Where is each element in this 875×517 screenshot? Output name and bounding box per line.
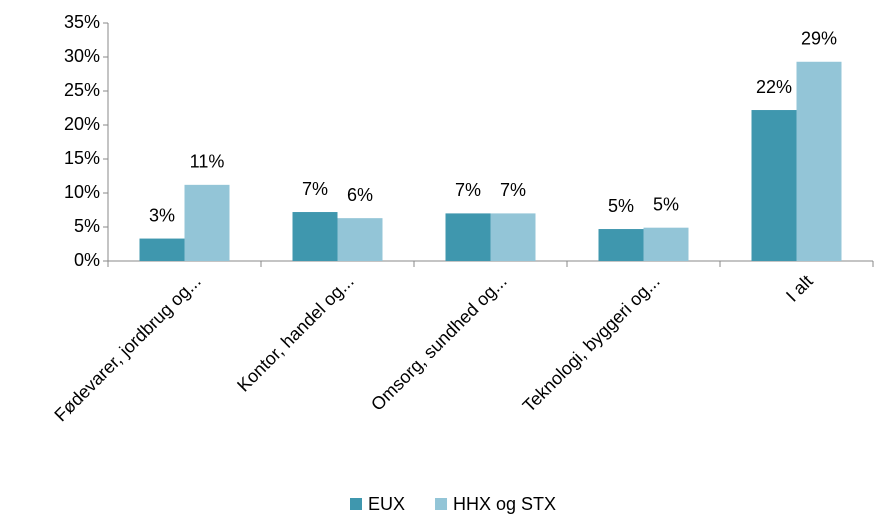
x-tick-label: Teknologi, byggeri og... xyxy=(519,271,664,416)
bar xyxy=(184,184,230,261)
bar xyxy=(445,213,491,261)
value-label: 5% xyxy=(608,196,634,216)
value-label: 3% xyxy=(149,205,175,225)
x-tick-label: Fødevarer, jordbrug og... xyxy=(50,271,204,425)
legend-swatch xyxy=(350,498,362,510)
legend-swatch xyxy=(435,498,448,510)
y-tick-label: 30% xyxy=(64,46,100,66)
y-tick-label: 35% xyxy=(64,12,100,32)
value-label: 6% xyxy=(347,185,373,205)
value-label: 7% xyxy=(302,179,328,199)
bar xyxy=(598,229,644,261)
y-tick-label: 5% xyxy=(74,216,100,236)
value-label: 7% xyxy=(455,180,481,200)
bar xyxy=(490,213,536,261)
bar xyxy=(337,218,383,261)
bar xyxy=(643,227,689,261)
value-label: 11% xyxy=(190,152,225,172)
y-tick-label: 0% xyxy=(74,250,100,270)
y-tick-label: 15% xyxy=(64,148,100,168)
value-label: 7% xyxy=(500,180,526,200)
legend-label: HHX og STX xyxy=(453,494,556,514)
y-tick-label: 20% xyxy=(64,114,100,134)
bar xyxy=(139,238,185,261)
x-tick-label: Omsorg, sundhed og... xyxy=(367,271,511,415)
x-tick-label: I alt xyxy=(782,271,817,306)
y-tick-label: 10% xyxy=(64,182,100,202)
x-tick-label: Kontor, handel og... xyxy=(233,271,358,396)
bar xyxy=(292,212,338,261)
y-tick-label: 25% xyxy=(64,80,100,100)
bar xyxy=(751,110,797,261)
value-label: 5% xyxy=(653,194,679,214)
bar xyxy=(796,61,842,262)
value-label: 22% xyxy=(756,77,792,97)
value-label: 29% xyxy=(801,29,837,49)
legend-label: EUX xyxy=(368,494,405,514)
